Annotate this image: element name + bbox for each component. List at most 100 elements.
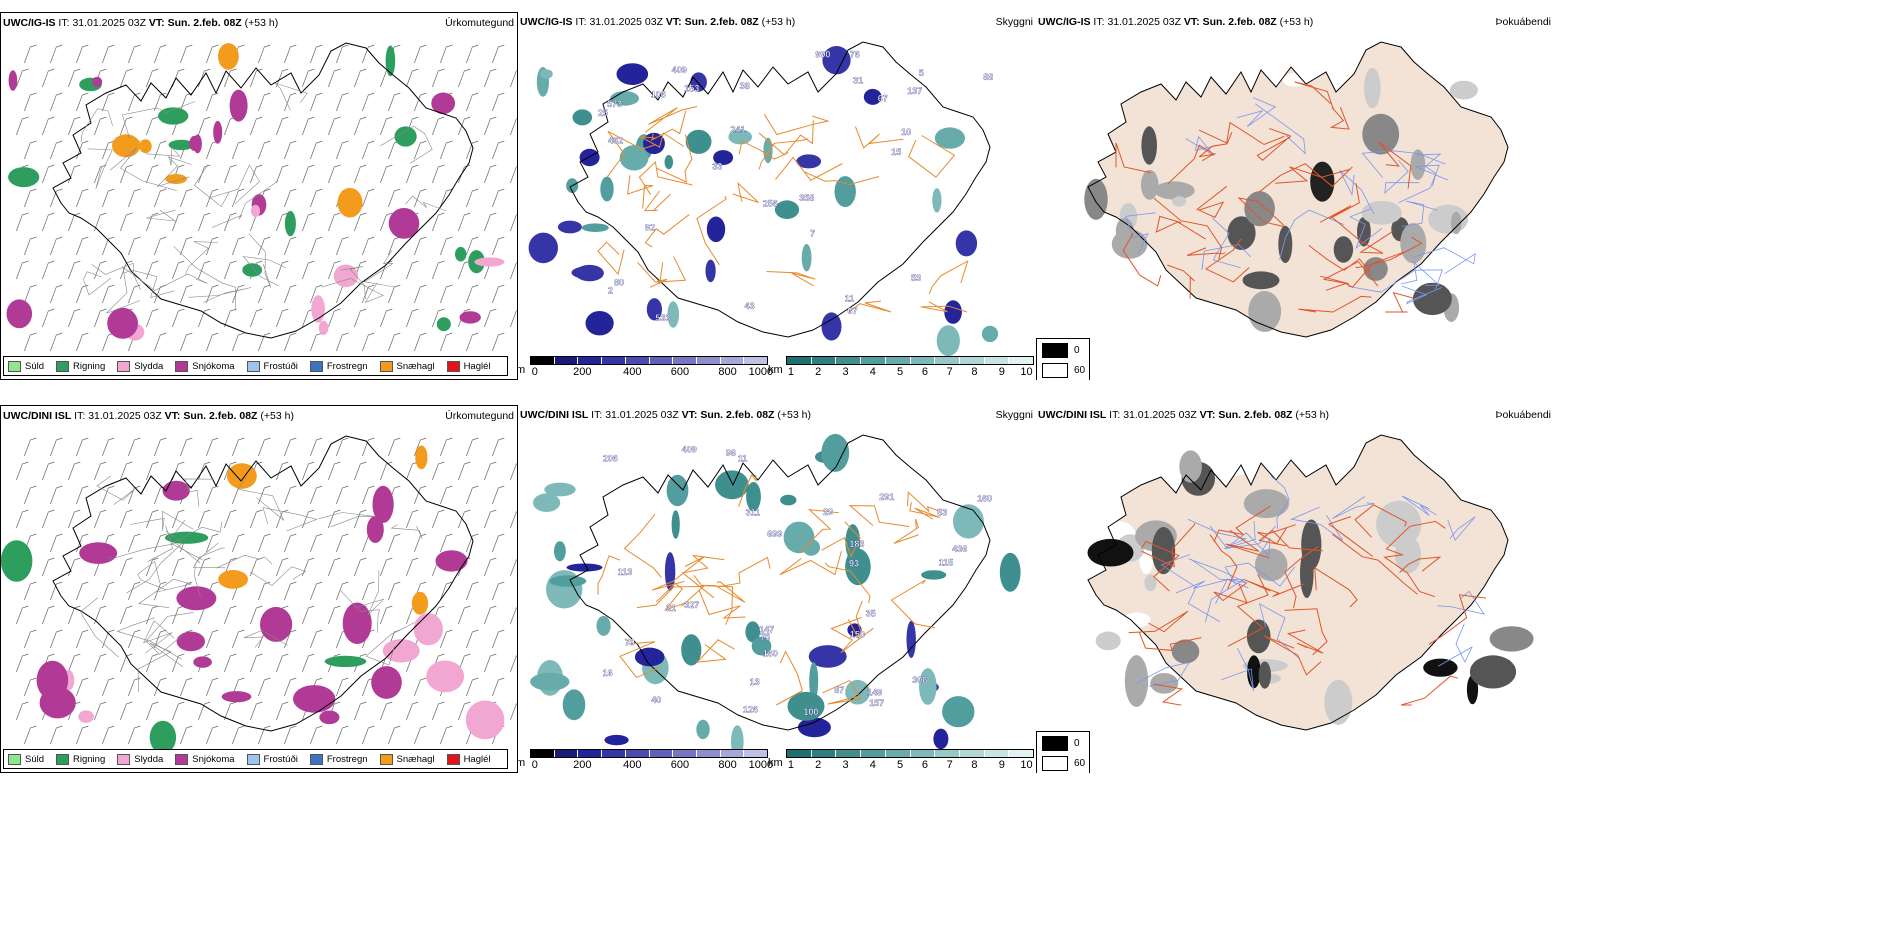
wind-barb (172, 68, 185, 88)
wind-barb (354, 653, 367, 673)
legend-swatch (379, 753, 393, 765)
wind-barb (380, 701, 393, 721)
road-line (405, 195, 447, 212)
field-blob (671, 510, 680, 539)
visibility-value-label: 16 (603, 668, 613, 678)
wind-barb (24, 236, 37, 256)
wind-barb (328, 212, 341, 232)
road-line (184, 478, 214, 507)
wind-barb (388, 188, 401, 208)
wind-barb (284, 485, 297, 505)
wind-barb (180, 44, 193, 64)
wind-barb (172, 701, 185, 721)
field-blob (165, 174, 187, 184)
wind-barb (362, 284, 375, 304)
field-blob (1141, 126, 1157, 165)
it-value: 31.01.2025 03Z (605, 409, 679, 421)
road-line (1201, 243, 1252, 270)
wind-barb (276, 68, 289, 88)
field-blob (459, 311, 481, 324)
wind-barb (232, 284, 245, 304)
field-blob (318, 320, 329, 335)
field-blob (616, 63, 649, 85)
panel-type-label: Úrkomutegund (445, 17, 514, 29)
wind-barb (258, 677, 271, 697)
field-blob (585, 311, 614, 336)
wind-barb (432, 260, 445, 280)
visibility-map-top: 4091067251372532563167807692462433581515… (528, 41, 999, 357)
wind-barb (94, 461, 107, 481)
field-blob (218, 570, 249, 589)
wind-barb (50, 437, 63, 457)
wind-barb (146, 461, 159, 481)
legend-item-snow-pellets: Snæhagl (379, 360, 435, 372)
vt-label: VT: (681, 409, 698, 421)
it-value: 31.01.2025 03Z (72, 17, 146, 29)
colorbar-tick-label: 1000 (748, 759, 774, 771)
road-line (1332, 533, 1418, 595)
road-line (763, 114, 830, 136)
wind-barb (388, 581, 401, 601)
wind-barb (76, 236, 89, 256)
wind-barb (94, 116, 107, 136)
legend-swatch (8, 360, 21, 372)
road-line (110, 147, 177, 191)
wind-barb (50, 92, 63, 112)
road-line (1236, 97, 1276, 128)
wind-barb (328, 461, 341, 481)
wind-barb (284, 92, 297, 112)
wind-barb (128, 437, 141, 457)
visibility-value-label: 80 (614, 277, 624, 287)
panel-type-label: Þokuábendi (1495, 409, 1551, 421)
wind-barb (354, 308, 367, 328)
road-line (1196, 185, 1228, 218)
legend-label: Frostregn (326, 360, 368, 372)
wind-barb (68, 260, 81, 280)
field-blob (1254, 548, 1288, 582)
wind-barb (492, 629, 505, 649)
wind-barb (310, 44, 323, 64)
road-line (1286, 629, 1324, 654)
colorbar-segment (811, 750, 837, 757)
field-blob (1376, 500, 1422, 548)
road-line (1412, 247, 1476, 275)
road-line (848, 505, 910, 527)
field-blob (1179, 450, 1202, 483)
wind-barb (284, 581, 297, 601)
field-blob (431, 92, 456, 115)
field-blob (780, 494, 797, 506)
field-blob (465, 700, 505, 740)
legend-item-freezing-drizzle: Frostúði (246, 360, 298, 372)
road-line (1319, 183, 1360, 223)
road-line (738, 140, 789, 160)
wind-barb (16, 260, 29, 280)
wind-barb (102, 284, 115, 304)
wind-barb (510, 70, 517, 88)
wind-barb (310, 284, 323, 304)
visibility-value-label: 92 (645, 222, 655, 232)
road-line (775, 156, 843, 181)
wind-barb (354, 164, 367, 184)
wind-barb (336, 485, 349, 505)
fog-legend-label: 0 (1074, 345, 1080, 356)
wind-barb (276, 701, 289, 721)
wind-barb (76, 140, 89, 160)
wind-barb (388, 284, 401, 304)
wind-barb (284, 677, 297, 697)
wind-barb (24, 332, 37, 352)
wind-barb (466, 92, 479, 112)
road-line (138, 578, 192, 608)
field-blob (1400, 223, 1427, 264)
road-line (928, 260, 969, 295)
wind-barb (120, 68, 133, 88)
road-line (1225, 529, 1270, 559)
visibility-value-label: 88 (983, 72, 993, 82)
road-line (701, 581, 746, 603)
road-line (1122, 232, 1162, 287)
wind-barb (258, 725, 271, 745)
wind-barb (172, 260, 185, 280)
wind-barb (154, 140, 167, 160)
wind-barb (50, 236, 63, 256)
wind-barb (68, 461, 81, 481)
field-blob (919, 668, 937, 705)
